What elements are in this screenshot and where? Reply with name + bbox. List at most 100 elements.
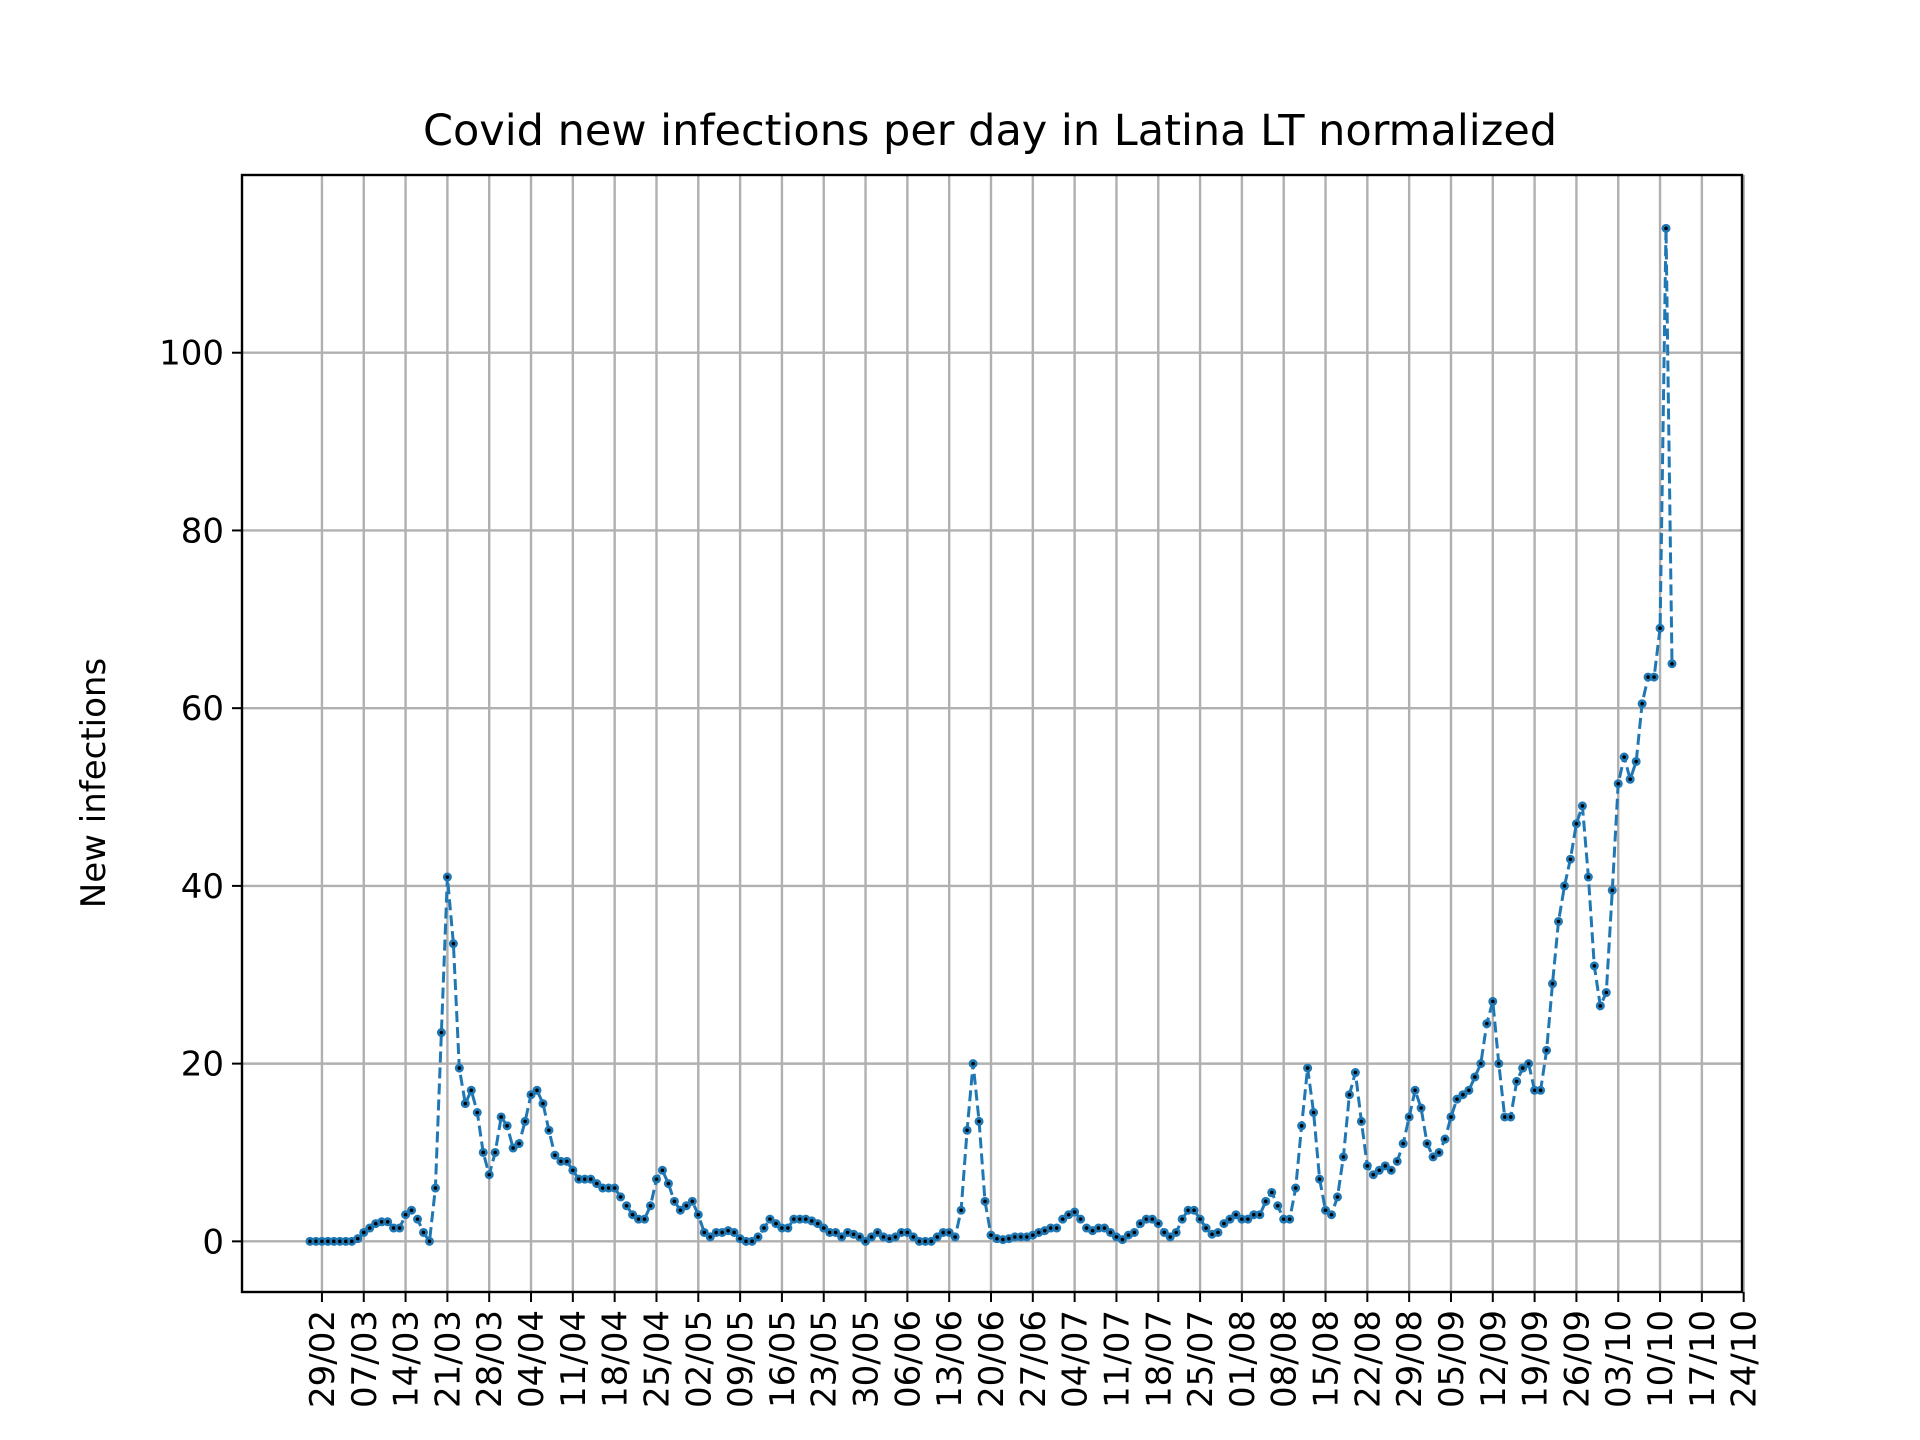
data-point (1607, 885, 1617, 895)
data-point (1440, 1134, 1450, 1144)
x-tick-label: 13/06 (930, 1310, 970, 1408)
data-point (472, 1107, 482, 1117)
data-point (1386, 1165, 1396, 1175)
x-tick-label: 16/05 (763, 1310, 803, 1408)
y-tick-label: 40 (181, 867, 224, 907)
data-point (1470, 1072, 1480, 1082)
data-point (693, 1210, 703, 1220)
x-tick-label: 21/03 (428, 1310, 468, 1408)
data-point (562, 1156, 572, 1166)
data-point (646, 1201, 655, 1211)
grid-lines (242, 175, 1745, 1292)
x-tick-label: 07/03 (345, 1310, 385, 1408)
x-tick-label: 23/05 (805, 1310, 845, 1408)
data-point (484, 1170, 494, 1180)
data-point (1291, 1183, 1301, 1193)
data-point (1327, 1210, 1336, 1220)
data-point (956, 1205, 966, 1215)
data-point (950, 1232, 960, 1242)
data-point (1434, 1147, 1444, 1157)
data-point (1350, 1068, 1360, 1078)
y-tick-label: 80 (181, 511, 224, 551)
data-point (1398, 1139, 1408, 1149)
x-tick-label: 29/02 (303, 1310, 343, 1408)
x-tick-label: 04/04 (512, 1310, 552, 1408)
data-point (616, 1192, 626, 1202)
chart-title: Covid new infections per day in Latina L… (423, 106, 1557, 156)
data-point (514, 1139, 524, 1149)
data-point (753, 1232, 763, 1242)
data-point (1356, 1116, 1366, 1126)
data-point (1332, 1192, 1342, 1202)
data-point (1589, 961, 1599, 971)
data-point (1619, 752, 1629, 762)
data-point (962, 1125, 972, 1135)
data-point (520, 1116, 530, 1126)
x-tick-label: 02/05 (679, 1310, 719, 1408)
x-tick-label: 18/07 (1139, 1310, 1179, 1408)
data-point (669, 1196, 679, 1206)
data-point (442, 872, 452, 882)
x-tick-label: 26/09 (1557, 1310, 1597, 1408)
data-point (1637, 699, 1647, 709)
data-point (383, 1217, 393, 1227)
data-point (1129, 1227, 1139, 1237)
x-tick-label: 25/04 (637, 1310, 677, 1408)
data-point (1344, 1090, 1354, 1100)
data-point (1667, 659, 1677, 669)
data-point (1625, 774, 1635, 784)
x-tick-label: 08/08 (1265, 1310, 1305, 1408)
data-point (1255, 1210, 1265, 1220)
x-tick-label: 04/07 (1056, 1310, 1096, 1408)
data-point (1661, 223, 1671, 233)
data-point (729, 1227, 739, 1237)
data-point (502, 1121, 512, 1131)
data-point (478, 1147, 488, 1157)
data-point (622, 1201, 632, 1211)
data-point (1488, 996, 1498, 1006)
data-point (980, 1196, 990, 1206)
x-tick-label: 11/07 (1097, 1310, 1137, 1408)
data-point (968, 1059, 978, 1069)
data-point (496, 1112, 506, 1122)
data-point (1171, 1227, 1181, 1237)
data-point (1595, 1001, 1605, 1011)
data-point (1338, 1152, 1348, 1162)
data-point (640, 1214, 650, 1224)
x-tick-label: 24/10 (1725, 1310, 1765, 1408)
data-point (610, 1183, 620, 1193)
data-point (1052, 1223, 1062, 1233)
x-tick-label: 30/05 (847, 1310, 887, 1408)
data-point (407, 1205, 417, 1215)
x-tick-label: 06/06 (888, 1310, 928, 1408)
data-point (1070, 1207, 1080, 1217)
data-point (1446, 1112, 1456, 1122)
x-tick-label: 20/06 (972, 1310, 1012, 1408)
data-point (436, 1028, 446, 1038)
data-point (448, 939, 458, 949)
data-point (1559, 881, 1569, 891)
x-tick-label: 01/08 (1223, 1310, 1263, 1408)
data-point (1571, 819, 1581, 829)
data-point (1303, 1063, 1313, 1073)
data-point (783, 1223, 793, 1233)
x-tick-label: 14/03 (387, 1310, 427, 1408)
x-tick-label: 09/05 (721, 1310, 761, 1408)
data-point (353, 1234, 363, 1244)
data-point (454, 1063, 464, 1073)
data-point (1512, 1076, 1522, 1086)
series-markers (305, 223, 1677, 1246)
data-point (1655, 623, 1665, 633)
x-tick-label: 11/04 (554, 1310, 594, 1408)
data-point (430, 1183, 440, 1193)
y-tick-label: 100 (159, 334, 224, 374)
y-axis-ticks: 0 20 40 60 80 100 (159, 334, 242, 1262)
data-point (759, 1223, 769, 1233)
data-point (1613, 779, 1623, 789)
data-point (1506, 1112, 1516, 1122)
x-tick-label: 29/08 (1390, 1310, 1430, 1408)
data-point (424, 1236, 434, 1246)
x-axis-ticks: 29/02 07/03 14/03 21/03 28/03 04/04 11/04 18/04… (303, 1292, 1765, 1408)
